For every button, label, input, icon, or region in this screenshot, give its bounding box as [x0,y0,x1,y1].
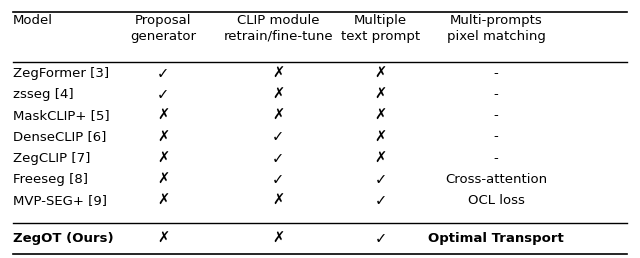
Text: ✗: ✗ [272,66,285,81]
Text: ✓: ✓ [157,87,170,102]
Text: ✗: ✗ [374,130,387,144]
Text: ZegCLIP [7]: ZegCLIP [7] [13,152,90,165]
Text: -: - [493,67,499,80]
Text: ✗: ✗ [272,231,285,246]
Text: -: - [493,88,499,101]
Text: Freeseg [8]: Freeseg [8] [13,173,88,186]
Text: ZegOT (Ours): ZegOT (Ours) [13,232,113,245]
Text: Multiple
text prompt: Multiple text prompt [341,14,420,43]
Text: ✗: ✗ [272,87,285,102]
Text: CLIP module
retrain/fine-tune: CLIP module retrain/fine-tune [223,14,333,43]
Text: ZegFormer [3]: ZegFormer [3] [13,67,109,80]
Text: ✗: ✗ [272,108,285,123]
Text: MVP-SEG+ [9]: MVP-SEG+ [9] [13,194,107,207]
Text: ✗: ✗ [157,108,170,123]
Text: Multi-prompts
pixel matching: Multi-prompts pixel matching [447,14,545,43]
Text: ✗: ✗ [157,193,170,208]
Text: ✓: ✓ [157,66,170,81]
Text: Model: Model [13,14,52,27]
Text: -: - [493,131,499,143]
Text: ✗: ✗ [272,193,285,208]
Text: ✗: ✗ [374,66,387,81]
Text: ✓: ✓ [272,130,285,144]
Text: ✗: ✗ [157,231,170,246]
Text: Cross-attention: Cross-attention [445,173,547,186]
Text: ✓: ✓ [374,193,387,208]
Text: ✗: ✗ [157,172,170,187]
Text: ✓: ✓ [374,231,387,246]
Text: Optimal Transport: Optimal Transport [428,232,564,245]
Text: ✓: ✓ [272,172,285,187]
Text: DenseCLIP [6]: DenseCLIP [6] [13,131,106,143]
Text: ✗: ✗ [157,151,170,166]
Text: ✓: ✓ [374,172,387,187]
Text: ✗: ✗ [157,130,170,144]
Text: Proposal
generator: Proposal generator [130,14,196,43]
Text: zsseg [4]: zsseg [4] [13,88,74,101]
Text: ✗: ✗ [374,151,387,166]
Text: ✗: ✗ [374,87,387,102]
Text: -: - [493,152,499,165]
Text: ✗: ✗ [374,108,387,123]
Text: -: - [493,109,499,122]
Text: ✓: ✓ [272,151,285,166]
Text: OCL loss: OCL loss [468,194,524,207]
Text: MaskCLIP+ [5]: MaskCLIP+ [5] [13,109,109,122]
